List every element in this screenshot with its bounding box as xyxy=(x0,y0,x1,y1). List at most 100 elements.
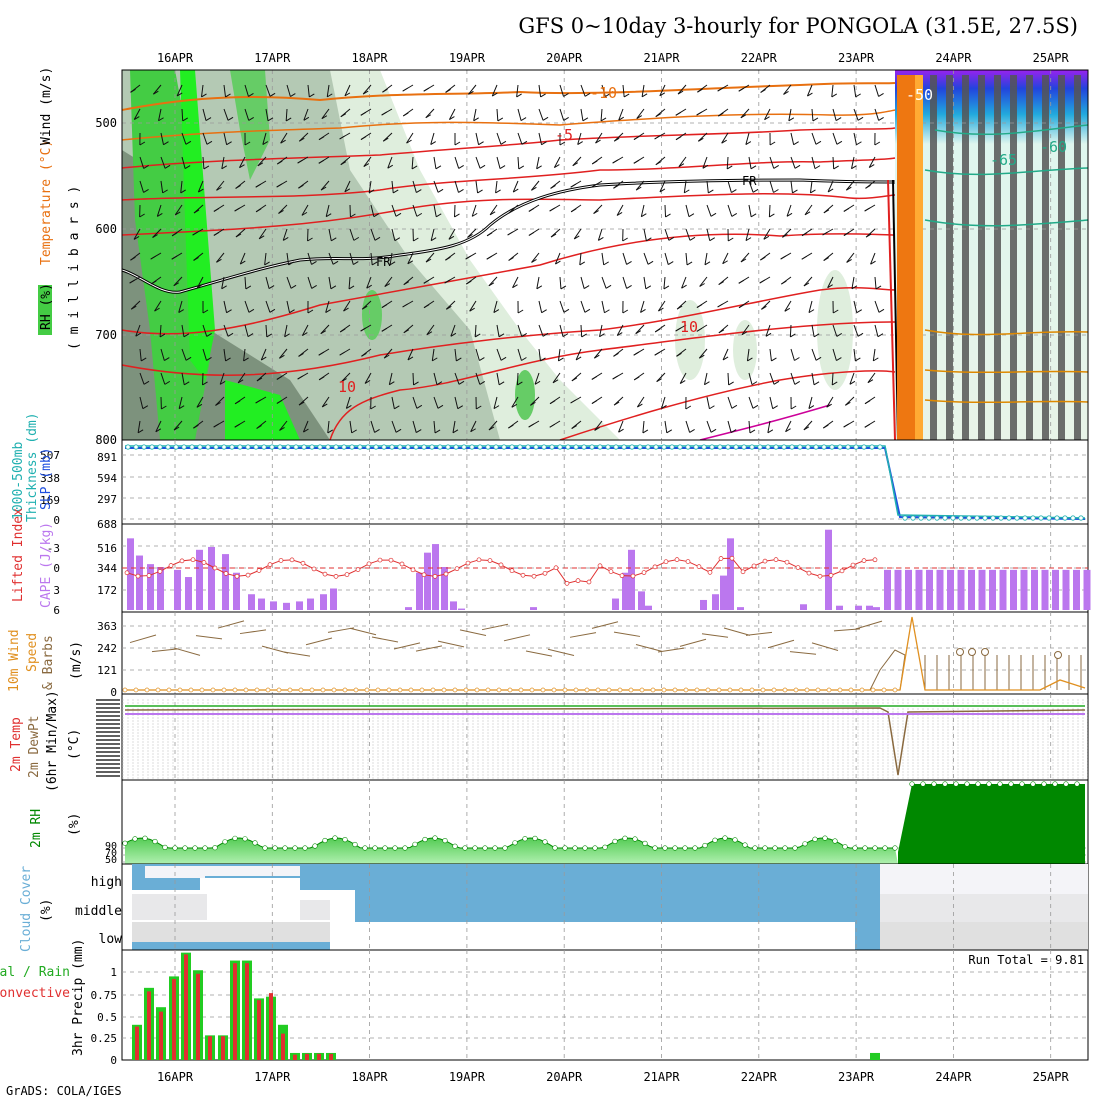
wind-ylabel: & Barbs xyxy=(41,635,56,690)
lifted-index-marker xyxy=(521,573,525,577)
slp-marker xyxy=(959,516,963,520)
slp-marker xyxy=(1015,516,1019,520)
hatch-column xyxy=(1058,75,1065,440)
cloud-high-gap xyxy=(205,866,300,876)
slp-marker xyxy=(678,445,682,449)
rh-light-blob xyxy=(733,320,757,380)
precip-tick-label: 0.5 xyxy=(97,1011,117,1024)
rh2m-marker xyxy=(333,836,338,841)
rh2m-marker xyxy=(453,844,458,849)
precip-ticks: 10.750.50.250 xyxy=(91,966,118,1067)
upper-ylabel-wind: Wind (m/s) xyxy=(39,67,54,145)
slp-marker xyxy=(1039,516,1043,520)
slp-marker xyxy=(286,445,290,449)
lifted-index-marker xyxy=(763,559,767,563)
wind10-speed-marker xyxy=(464,688,468,692)
wind10-speed-marker xyxy=(332,688,336,692)
cape-bar xyxy=(1063,570,1070,610)
slp-marker xyxy=(999,516,1003,520)
slp-marker xyxy=(758,445,762,449)
cape-bar xyxy=(937,570,944,610)
precip-conv-bar xyxy=(329,1054,333,1060)
wind10-speed-marker xyxy=(596,688,600,692)
cape-bar xyxy=(800,604,807,610)
rh2m-marker xyxy=(753,846,758,851)
wind10-speed-marker xyxy=(662,688,666,692)
cape-tick-left: 6 xyxy=(53,604,60,617)
rh2m-marker xyxy=(553,846,558,851)
slp-marker xyxy=(230,445,234,449)
rh2m-marker xyxy=(987,782,992,787)
slp-marker xyxy=(1031,516,1035,520)
wind10-speed-marker xyxy=(805,688,809,692)
calm-marker xyxy=(1055,652,1062,659)
rh2m-marker xyxy=(543,840,548,845)
cape-bar xyxy=(320,594,327,610)
slp-marker xyxy=(318,445,322,449)
slp-marker xyxy=(686,445,690,449)
rh2m-marker xyxy=(623,836,628,841)
footer-credit: GrADS: COLA/IGES xyxy=(6,1084,122,1098)
lifted-index-marker xyxy=(290,558,294,562)
wind10-speed-marker xyxy=(288,688,292,692)
slp-marker xyxy=(486,445,490,449)
contour-label: -60 xyxy=(1040,138,1067,156)
cape-bar xyxy=(270,601,277,610)
wind10-speed-marker xyxy=(530,688,534,692)
bottom-date-label: 24APR xyxy=(935,1070,972,1084)
lifted-index-marker xyxy=(400,562,404,566)
lifted-index-marker xyxy=(246,573,250,577)
top-date-label: 19APR xyxy=(449,51,486,65)
lifted-index-marker xyxy=(367,562,371,566)
slp-tick-right: 297 xyxy=(97,493,117,506)
wind-barb xyxy=(833,157,834,169)
rh2m-marker xyxy=(965,782,970,787)
precip-tick-label: 0.75 xyxy=(91,989,118,1002)
contour-label: 30 xyxy=(880,410,892,421)
slp-marker xyxy=(542,445,546,449)
cape-bar xyxy=(424,553,431,610)
slp-marker xyxy=(214,445,218,449)
lifted-index-marker xyxy=(477,558,481,562)
precip-conv-bar xyxy=(269,993,273,1060)
wind10-speed-marker xyxy=(706,688,710,692)
lifted-index-marker xyxy=(840,569,844,573)
wind10-speed-marker xyxy=(827,688,831,692)
calm-marker xyxy=(982,649,989,656)
slp-marker xyxy=(1071,516,1075,520)
lifted-index-marker xyxy=(257,568,261,572)
slp-marker xyxy=(294,445,298,449)
rh2m-marker xyxy=(793,846,798,851)
rh2m-marker xyxy=(910,782,915,787)
rh2m-marker xyxy=(1031,782,1036,787)
lifted-index-marker xyxy=(345,573,349,577)
rh2m-marker xyxy=(773,846,778,851)
cape-bar xyxy=(628,550,635,610)
rh2m-marker xyxy=(893,846,898,851)
wind10-speed-marker xyxy=(849,688,853,692)
slp-marker xyxy=(766,445,770,449)
slp-marker xyxy=(1055,516,1059,520)
rh2m-marker xyxy=(932,782,937,787)
precip-conv-bar xyxy=(305,1054,309,1060)
precip-conv-bar xyxy=(281,1034,285,1060)
wind10-speed-marker xyxy=(200,688,204,692)
cape-bar xyxy=(836,606,843,610)
rh2m-marker xyxy=(673,846,678,851)
lifted-index-marker xyxy=(356,568,360,572)
cape-tick-left: 3 xyxy=(53,584,60,597)
precip-conv-bar xyxy=(208,1036,212,1060)
cape-bar xyxy=(1031,570,1038,610)
hatch-column xyxy=(1026,75,1033,440)
rh2m-panel: 90 70 50 2m RH (%) xyxy=(29,780,1088,866)
rh2m-marker xyxy=(323,838,328,843)
cape-bar xyxy=(530,607,537,610)
slp-marker xyxy=(326,445,330,449)
slp-marker xyxy=(334,445,338,449)
rh2m-marker xyxy=(1020,782,1025,787)
rh2m-marker xyxy=(713,838,718,843)
precip-panel: 10.750.50.250 Run Total = 9.81 3hr Preci… xyxy=(0,939,1088,1067)
hatch-column xyxy=(962,75,969,440)
temp-ylabel: (6hr Min/Max) xyxy=(45,690,60,792)
